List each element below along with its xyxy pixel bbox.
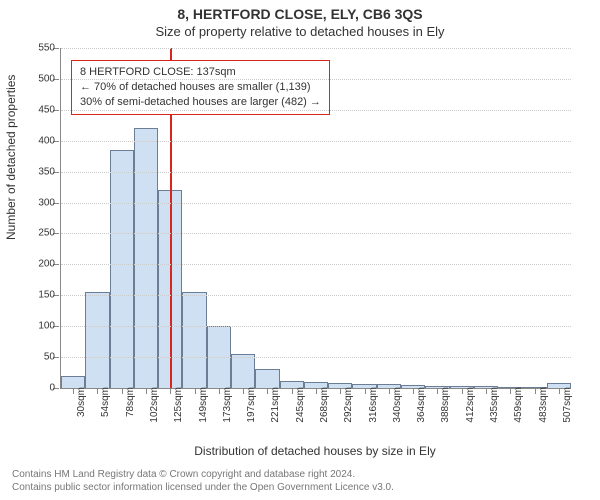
gridline — [61, 110, 571, 111]
x-tick — [146, 388, 147, 394]
x-tick — [122, 388, 123, 394]
x-tick — [243, 388, 244, 394]
y-axis-label: Number of detached properties — [4, 75, 18, 240]
x-tick-label: 30sqm — [76, 387, 87, 417]
x-axis-label: Distribution of detached houses by size … — [60, 444, 570, 458]
x-tick-label: 78sqm — [125, 387, 136, 417]
y-tick-label: 250 — [15, 228, 55, 239]
x-tick — [340, 388, 341, 394]
x-tick — [413, 388, 414, 394]
x-tick-label: 125sqm — [173, 387, 184, 423]
y-tick-label: 350 — [15, 166, 55, 177]
x-tick-label: 292sqm — [343, 387, 354, 423]
x-tick — [73, 388, 74, 394]
x-tick — [195, 388, 196, 394]
x-tick-label: 221sqm — [270, 387, 281, 423]
footer-line-1: Contains HM Land Registry data © Crown c… — [12, 468, 394, 481]
y-tick-label: 0 — [15, 383, 55, 394]
y-tick-label: 200 — [15, 259, 55, 270]
y-tick-label: 500 — [15, 73, 55, 84]
y-tick-label: 100 — [15, 321, 55, 332]
y-tick-label: 50 — [15, 352, 55, 363]
x-tick — [437, 388, 438, 394]
x-tick — [292, 388, 293, 394]
x-tick — [365, 388, 366, 394]
plot-area: 8 HERTFORD CLOSE: 137sqm ← 70% of detach… — [60, 48, 571, 389]
histogram-bar — [85, 292, 109, 388]
x-tick — [316, 388, 317, 394]
histogram-bar — [255, 369, 279, 388]
gridline — [61, 203, 571, 204]
x-tick-label: 364sqm — [416, 387, 427, 423]
x-tick — [267, 388, 268, 394]
x-tick-label: 340sqm — [392, 387, 403, 423]
x-tick — [559, 388, 560, 394]
x-tick-label: 54sqm — [100, 387, 111, 417]
gridline — [61, 357, 571, 358]
annotation-line-1: 8 HERTFORD CLOSE: 137sqm — [80, 65, 321, 80]
x-tick-label: 268sqm — [319, 387, 330, 423]
x-tick-label: 149sqm — [198, 387, 209, 423]
histogram-bar — [110, 150, 134, 388]
histogram-bar — [231, 354, 255, 388]
x-tick-label: 316sqm — [368, 387, 379, 423]
gridline — [61, 141, 571, 142]
x-tick-label: 435sqm — [489, 387, 500, 423]
chart-title-sub: Size of property relative to detached ho… — [0, 24, 600, 39]
x-tick — [510, 388, 511, 394]
gridline — [61, 326, 571, 327]
chart-title-main: 8, HERTFORD CLOSE, ELY, CB6 3QS — [0, 6, 600, 22]
annotation-line-2: ← 70% of detached houses are smaller (1,… — [80, 80, 321, 95]
footer-line-2: Contains public sector information licen… — [12, 481, 394, 494]
x-tick-label: 412sqm — [465, 387, 476, 423]
x-tick — [389, 388, 390, 394]
x-tick — [170, 388, 171, 394]
y-tick-label: 300 — [15, 197, 55, 208]
gridline — [61, 172, 571, 173]
x-tick-label: 507sqm — [562, 387, 573, 423]
gridline — [61, 264, 571, 265]
y-tick-label: 150 — [15, 290, 55, 301]
y-tick-label: 400 — [15, 135, 55, 146]
x-tick-label: 245sqm — [295, 387, 306, 423]
x-tick — [462, 388, 463, 394]
gridline — [61, 48, 571, 49]
x-tick-label: 173sqm — [222, 387, 233, 423]
y-tick-label: 450 — [15, 104, 55, 115]
x-tick-label: 483sqm — [538, 387, 549, 423]
x-tick — [97, 388, 98, 394]
gridline — [61, 295, 571, 296]
x-tick-label: 459sqm — [513, 387, 524, 423]
annotation-box: 8 HERTFORD CLOSE: 137sqm ← 70% of detach… — [71, 60, 330, 115]
gridline — [61, 233, 571, 234]
x-tick-label: 197sqm — [246, 387, 257, 423]
y-tick-label: 550 — [15, 43, 55, 54]
histogram-bar — [182, 292, 206, 388]
annotation-line-3: 30% of semi-detached houses are larger (… — [80, 95, 321, 110]
histogram-bar — [134, 128, 158, 388]
x-tick-label: 102sqm — [149, 387, 160, 423]
footer: Contains HM Land Registry data © Crown c… — [12, 468, 394, 494]
x-tick — [486, 388, 487, 394]
x-tick-label: 388sqm — [440, 387, 451, 423]
gridline — [61, 79, 571, 80]
x-tick — [219, 388, 220, 394]
x-tick — [535, 388, 536, 394]
